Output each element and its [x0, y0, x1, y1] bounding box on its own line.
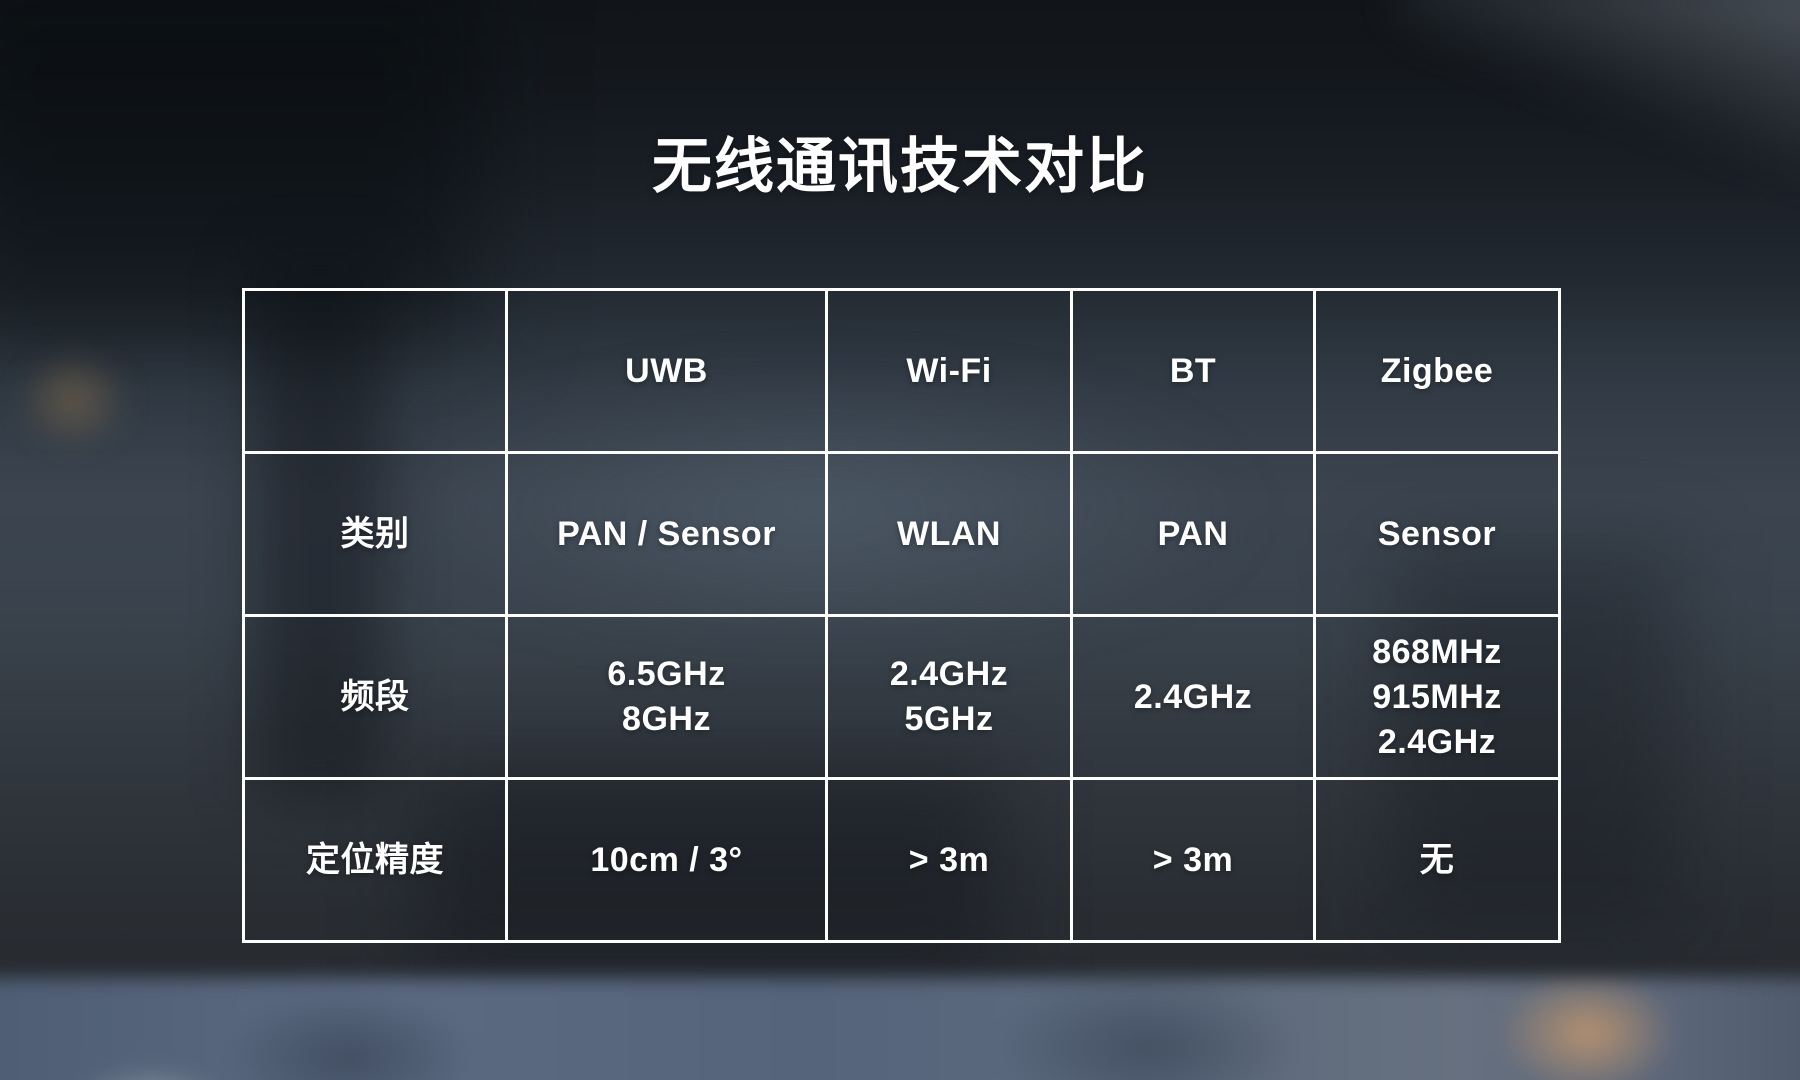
cell-category-wifi: WLAN	[825, 451, 1073, 617]
col-header-uwb: UWB	[505, 288, 828, 454]
col-header-bt: BT	[1070, 288, 1316, 454]
col-header-wifi: Wi-Fi	[825, 288, 1073, 454]
row-label-category: 类别	[242, 451, 508, 617]
cell-category-uwb: PAN / Sensor	[505, 451, 828, 617]
table-header-row: UWB Wi-Fi BT Zigbee	[242, 288, 1561, 454]
cell-category-zigbee: Sensor	[1313, 451, 1561, 617]
corner-cell	[242, 288, 508, 454]
slide-title: 无线通讯技术对比	[652, 133, 1148, 200]
cell-accuracy-zigbee: 无	[1313, 777, 1561, 943]
cell-frequency-bt: 2.4GHz	[1070, 614, 1316, 780]
table-row-accuracy: 定位精度 10cm / 3° > 3m > 3m 无	[242, 777, 1561, 943]
cell-accuracy-uwb: 10cm / 3°	[505, 777, 828, 943]
cell-frequency-zigbee: 868MHz 915MHz 2.4GHz	[1313, 614, 1561, 780]
background-ceiling-highlight	[1400, 0, 1800, 200]
table-row-category: 类别 PAN / Sensor WLAN PAN Sensor	[242, 451, 1561, 617]
col-header-zigbee: Zigbee	[1313, 288, 1561, 454]
table-row-frequency: 频段 6.5GHz 8GHz 2.4GHz 5GHz 2.4GHz 868MHz…	[242, 614, 1561, 780]
cell-category-bt: PAN	[1070, 451, 1316, 617]
row-label-frequency: 频段	[242, 614, 508, 780]
background-floor-band	[0, 978, 1800, 1080]
cell-accuracy-bt: > 3m	[1070, 777, 1316, 943]
cell-frequency-wifi: 2.4GHz 5GHz	[825, 614, 1073, 780]
cell-accuracy-wifi: > 3m	[825, 777, 1073, 943]
comparison-table: UWB Wi-Fi BT Zigbee 类别 PAN / Sensor WLAN…	[242, 288, 1561, 943]
row-label-accuracy: 定位精度	[242, 777, 508, 943]
cell-frequency-uwb: 6.5GHz 8GHz	[505, 614, 828, 780]
background-warm-light	[16, 350, 131, 450]
background-shadow-top-left	[0, 0, 480, 340]
